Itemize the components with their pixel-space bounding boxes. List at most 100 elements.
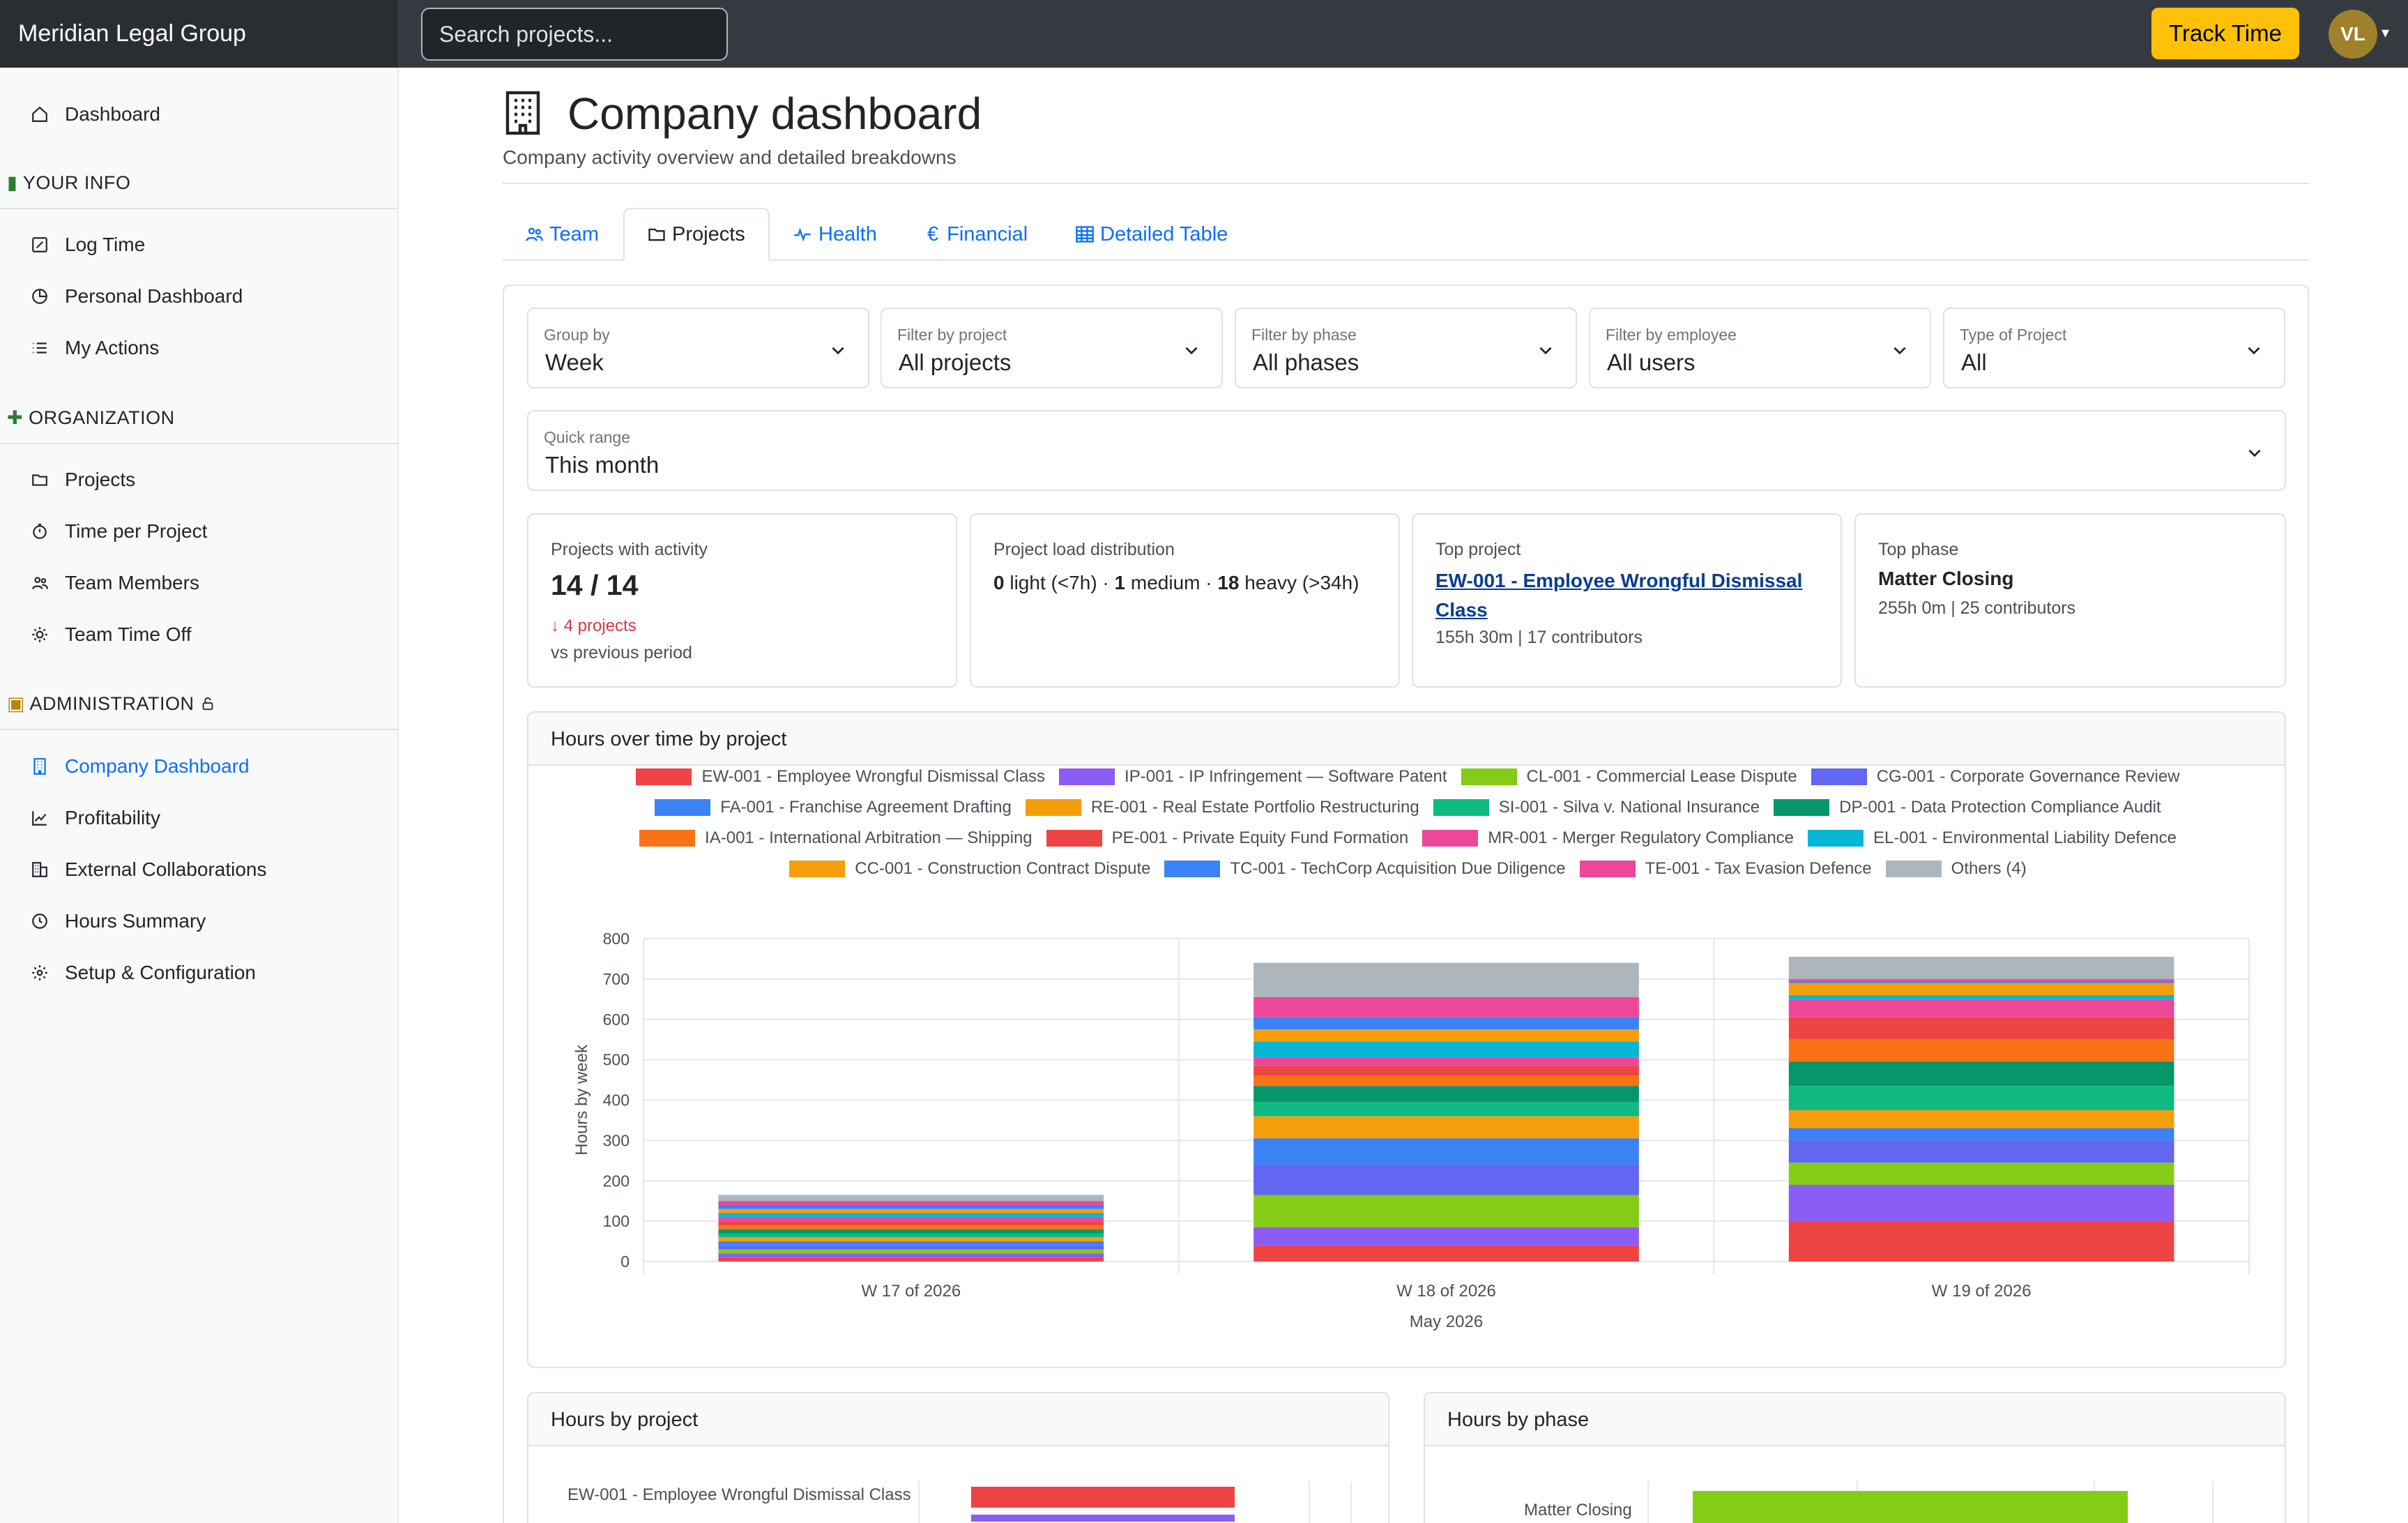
select-label: Filter by project [897, 326, 1007, 344]
legend-swatch [1059, 768, 1115, 785]
tab-financial[interactable]: € Financial [927, 222, 1028, 245]
axis-label: Matter Closing [1524, 1501, 1632, 1520]
x-axis-label: May 2026 [1410, 1312, 1483, 1331]
legend-item[interactable]: MR-001 - Merger Regulatory Compliance [1422, 828, 1794, 848]
legend-item[interactable]: DP-001 - Data Protection Compliance Audi… [1774, 798, 2161, 817]
sidebar-item-team-time-off[interactable]: Team Time Off [0, 614, 397, 656]
puzzle-icon: ✚ [7, 407, 24, 428]
divider [0, 208, 397, 209]
legend-label: EW-001 - Employee Wrongful Dismissal Cla… [701, 767, 1046, 786]
sidebar-item-time-per-project[interactable]: Time per Project [0, 510, 397, 552]
sidebar-item-label: External Collaborations [65, 858, 267, 880]
bar-segment [1253, 1041, 1639, 1058]
bar-segment [1253, 997, 1639, 1017]
bar-segment [718, 1201, 1104, 1205]
quick-range-select[interactable]: Quick range This month [527, 410, 2286, 491]
legend-item[interactable]: IA-001 - International Arbitration — Shi… [639, 828, 1032, 848]
legend-swatch [1461, 768, 1517, 785]
bar-segment [1788, 1185, 2174, 1222]
legend-swatch [1774, 799, 1830, 816]
bar-segment [1253, 1195, 1639, 1227]
bar-segment [718, 1225, 1104, 1229]
sidebar-item-label: Projects [65, 469, 136, 490]
sidebar-item-company-dashboard[interactable]: Company Dashboard [0, 745, 397, 787]
tab-projects[interactable]: Projects [623, 208, 770, 261]
bar-segment [1788, 999, 2174, 1017]
legend-item[interactable]: Others (4) [1885, 859, 2027, 879]
sidebar-item-label: Personal Dashboard [65, 285, 243, 307]
legend-swatch [1046, 830, 1102, 847]
project-type-select[interactable]: Type of Project All [1943, 308, 2285, 388]
buildings-icon [28, 858, 52, 881]
legend-row: FA-001 - Franchise Agreement Drafting RE-… [528, 798, 2285, 817]
legend-item[interactable]: RE-001 - Real Estate Portfolio Restructu… [1025, 798, 1419, 817]
search-input[interactable]: Search projects... [421, 8, 728, 61]
bar-segment [718, 1208, 1104, 1213]
sidebar-item-dashboard[interactable]: Dashboard [0, 93, 397, 135]
sidebar-item-team-members[interactable]: Team Members [0, 562, 397, 604]
legend-label: SI-001 - Silva v. National Insurance [1498, 798, 1760, 817]
legend-item[interactable]: CC-001 - Construction Contract Dispute [789, 859, 1150, 879]
sidebar-item-profitability[interactable]: Profitability [0, 797, 397, 839]
tab-health[interactable]: Health [792, 208, 877, 261]
card-label: Project load distribution [993, 540, 1175, 559]
legend-item[interactable]: PE-001 - Private Equity Fund Formation [1046, 828, 1408, 848]
sidebar-item-label: Company Dashboard [65, 755, 250, 777]
bar-segment [1788, 957, 2174, 979]
graph-up-icon [28, 806, 52, 830]
legend-item[interactable]: SI-001 - Silva v. National Insurance [1433, 798, 1760, 817]
top-project-link[interactable]: EW-001 - Employee Wrongful Dismissal Cla… [1435, 570, 1803, 621]
legend-item[interactable]: EL-001 - Environmental Liability Defence [1808, 828, 2177, 848]
select-label: Filter by employee [1606, 326, 1737, 344]
bar-segment [1253, 1245, 1639, 1261]
tab-team[interactable]: Team [524, 208, 599, 261]
sidebar-item-projects[interactable]: Projects [0, 459, 397, 501]
tab-detailed-table[interactable]: Detailed Table [1075, 208, 1228, 261]
legend-item[interactable]: FA-001 - Franchise Agreement Drafting [655, 798, 1012, 817]
sidebar-item-personal-dashboard[interactable]: Personal Dashboard [0, 275, 397, 317]
project-filter-select[interactable]: Filter by project All projects [881, 308, 1223, 388]
folder-icon [648, 228, 665, 241]
legend-item[interactable]: EW-001 - Employee Wrongful Dismissal Cla… [636, 767, 1045, 787]
stopwatch-icon [28, 520, 52, 543]
sidebar-item-label: My Actions [65, 337, 160, 358]
card-label: Top project [1435, 540, 1521, 559]
track-time-button[interactable]: Track Time [2151, 8, 2299, 59]
legend-label: EL-001 - Environmental Liability Defence [1873, 828, 2177, 847]
sidebar-item-setup-configuration[interactable]: Setup & Configuration [0, 952, 397, 994]
caret-down-icon[interactable]: ▾ [2382, 24, 2390, 41]
select-value: This month [545, 452, 660, 478]
divider [0, 443, 397, 444]
legend-item[interactable]: CG-001 - Corporate Governance Review [1811, 767, 2180, 787]
bar-segment [1253, 962, 1639, 997]
divider [503, 183, 2309, 184]
sidebar-item-my-actions[interactable]: My Actions [0, 327, 397, 369]
legend-item[interactable]: TC-001 - TechCorp Acquisition Due Dilige… [1164, 859, 1566, 879]
brand-logo[interactable]: Meridian Legal Group [0, 0, 397, 68]
bar-segment [1788, 980, 2174, 983]
phase-filter-select[interactable]: Filter by phase All phases [1235, 308, 1577, 388]
sidebar-item-external-collaborations[interactable]: External Collaborations [0, 849, 397, 891]
legend-label: Others (4) [1951, 859, 2027, 878]
avatar[interactable]: VL [2329, 10, 2377, 59]
x-tick-label: W 17 of 2026 [861, 1282, 961, 1301]
group-by-select[interactable]: Group by Week [527, 308, 869, 388]
sidebar-item-log-time[interactable]: Log Time [0, 224, 397, 266]
hours-by-project-chart [918, 1481, 1352, 1523]
y-tick-label: 400 [603, 1091, 630, 1109]
divider [0, 729, 397, 730]
employee-filter-select[interactable]: Filter by employee All users [1589, 308, 1931, 388]
lock-icon: ▣ [7, 693, 26, 714]
legend-label: CG-001 - Corporate Governance Review [1876, 767, 2180, 786]
sidebar-item-hours-summary[interactable]: Hours Summary [0, 900, 397, 942]
people-icon [526, 227, 543, 241]
stacked-bar-chart: 0 100 200 300 400 500 600 700 800 W 17 of 2026 W 1… [572, 930, 2250, 1331]
legend-item[interactable]: CL-001 - Commercial Lease Dispute [1461, 767, 1797, 787]
bar-segment [718, 1253, 1104, 1258]
legend-item[interactable]: TE-001 - Tax Evasion Defence [1579, 859, 1872, 879]
legend-item[interactable]: IP-001 - IP Infringement — Software Pate… [1059, 767, 1447, 787]
bar-segment [718, 1195, 1104, 1202]
legend-swatch [1164, 861, 1221, 877]
y-tick-label: 0 [620, 1252, 630, 1271]
legend-label: TC-001 - TechCorp Acquisition Due Dilige… [1230, 859, 1566, 878]
